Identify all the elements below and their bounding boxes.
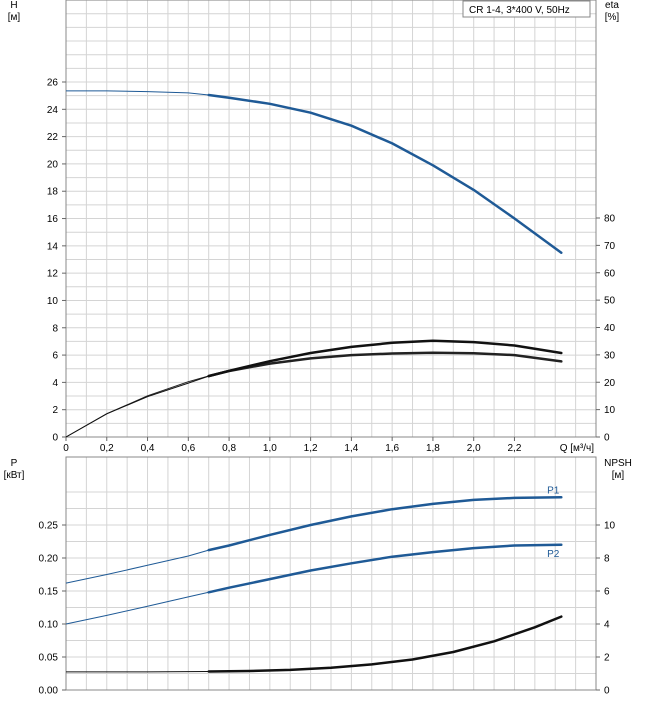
upper-left-tick-label: 10 <box>47 296 59 307</box>
upper-left-tick-label: 24 <box>47 105 59 116</box>
lower-left-tick-label: 0.05 <box>39 653 59 664</box>
upper-right-axis-unit: [%] <box>605 12 620 23</box>
upper-x-tick-label: 1,8 <box>426 443 440 454</box>
series-label-p1: P1 <box>547 485 560 496</box>
upper-right-tick-label: 0 <box>604 433 610 444</box>
lower-right-tick-label: 8 <box>604 554 610 565</box>
upper-left-tick-label: 6 <box>52 351 58 362</box>
upper-right-tick-label: 70 <box>604 241 616 252</box>
upper-x-tick-label: 0 <box>63 443 69 454</box>
upper-left-tick-label: 26 <box>47 78 59 89</box>
lower-right-tick-label: 6 <box>604 587 610 598</box>
upper-right-tick-label: 40 <box>604 323 616 334</box>
upper-x-tick-label: 1,2 <box>304 443 318 454</box>
upper-right-tick-label: 80 <box>604 214 616 225</box>
lower-left-axis-unit: [кВт] <box>4 470 25 481</box>
upper-left-tick-label: 12 <box>47 269 59 280</box>
upper-right-tick-label: 10 <box>604 405 616 416</box>
upper-left-tick-label: 20 <box>47 159 59 170</box>
upper-x-tick-label: 2,0 <box>467 443 481 454</box>
upper-left-tick-label: 2 <box>52 405 58 416</box>
upper-right-tick-label: 30 <box>604 350 616 361</box>
lower-left-tick-label: 0.10 <box>39 620 59 631</box>
upper-x-tick-label: 1,4 <box>344 443 358 454</box>
upper-x-tick-label: 1,6 <box>385 443 399 454</box>
upper-left-tick-label: 14 <box>47 241 59 252</box>
lower-left-tick-label: 0.25 <box>39 521 59 532</box>
lower-right-tick-label: 2 <box>604 653 610 664</box>
upper-right-tick-label: 50 <box>604 296 616 307</box>
lower-right-axis-title: NPSH <box>604 458 632 469</box>
upper-x-tick-label: 0,2 <box>100 443 114 454</box>
lower-left-tick-label: 0.15 <box>39 587 59 598</box>
lower-left-tick-label: 0.20 <box>39 554 59 565</box>
upper-right-axis-title: eta <box>605 0 619 11</box>
upper-x-tick-label: 2,2 <box>508 443 522 454</box>
upper-left-tick-label: 8 <box>52 323 58 334</box>
upper-right-tick-label: 60 <box>604 268 616 279</box>
series-label-p2: P2 <box>547 549 560 560</box>
upper-right-tick-label: 20 <box>604 378 616 389</box>
lower-right-tick-label: 4 <box>604 620 610 631</box>
upper-x-tick-label: 0,6 <box>181 443 195 454</box>
upper-left-axis-unit: [м] <box>8 12 21 23</box>
lower-right-tick-label: 10 <box>604 521 616 532</box>
lower-left-axis-title: P <box>11 458 18 469</box>
upper-left-tick-label: 18 <box>47 187 59 198</box>
upper-left-axis-title: H <box>10 0 17 11</box>
upper-left-tick-label: 4 <box>52 378 58 389</box>
upper-left-tick-label: 0 <box>52 433 58 444</box>
legend-text: CR 1-4, 3*400 V, 50Hz <box>469 5 570 16</box>
lower-left-tick-label: 0.00 <box>39 686 59 697</box>
upper-x-tick-label: 0,8 <box>222 443 236 454</box>
upper-x-tick-label: 0,4 <box>141 443 155 454</box>
lower-right-tick-label: 0 <box>604 686 610 697</box>
upper-x-axis-label: Q [м³/ч] <box>560 443 595 454</box>
upper-left-tick-label: 22 <box>47 132 59 143</box>
upper-left-tick-label: 16 <box>47 214 59 225</box>
lower-right-axis-unit: [м] <box>612 470 625 481</box>
upper-x-tick-label: 1,0 <box>263 443 277 454</box>
